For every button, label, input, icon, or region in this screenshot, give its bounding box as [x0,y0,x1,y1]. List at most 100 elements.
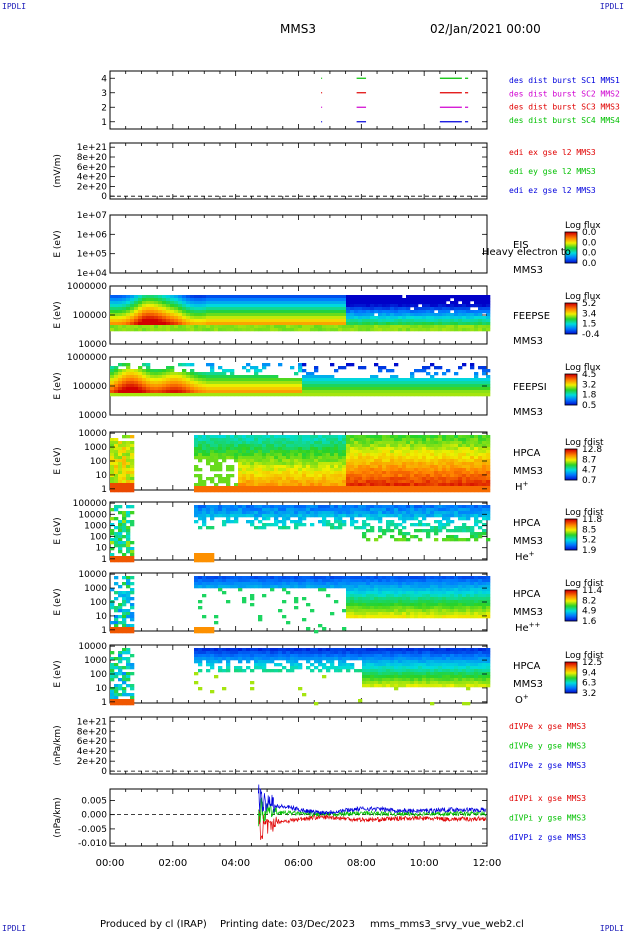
hpca-h-cell [406,453,411,457]
hpca-he-cell [446,517,451,521]
hpca-he-cell [470,532,475,536]
feepse-cell [178,322,183,326]
hpca-he2-cell [262,594,267,598]
hpca-h-cell [198,468,203,472]
hpca-he-cell [266,508,271,512]
feepsi-cell [214,384,219,388]
feepse-cell [274,295,279,299]
feepsi-cell [302,387,307,391]
feepse-cell [198,325,203,329]
hpca-h-cell [198,483,203,487]
hpca-h-cell [366,453,371,457]
hpca-he2-cell [242,585,247,589]
eis-colorbar-cell [565,236,577,238]
hpca-h-cell [294,447,299,451]
feepse-cell [478,316,483,320]
hpca-h-cell [258,441,263,445]
feepse-cell [166,304,171,308]
feepse-cell [374,295,379,299]
hpca-he-cell [194,556,199,560]
feepse-cell [482,304,487,308]
hpca-h-cell [258,489,263,493]
feepse-cell [214,322,219,326]
hpca-h-cell [358,468,363,472]
hpca-he2-cell [278,582,283,586]
feepse-cell [238,298,243,302]
feepsi-cell [258,387,263,391]
feepsi-cell [194,393,199,397]
feepse-cell [342,328,347,332]
hpca-he2-cell [118,615,123,619]
hpca-he-cell [246,520,251,524]
hpca-he-cell [474,517,479,521]
feepse-cell [218,301,223,305]
hpca-h-cell [334,444,339,448]
feepse-cell [210,310,215,314]
hpca-h-cell [258,435,263,439]
hpca-he2-cell [290,582,295,586]
hpca-h-cell [466,456,471,460]
feepse-cell [446,316,451,320]
hpca-h-cell [302,450,307,454]
feepsi-cell [438,393,443,397]
feepse-cell [358,295,363,299]
hpca-he2-cell [242,576,247,580]
hpca-he-cell [114,508,119,512]
feepse-cell [310,316,315,320]
hpca-h-cell [226,468,231,472]
hpca-h-cell [298,435,303,439]
feepsi-colorbar-title: Log flux [565,363,601,373]
hpca-h-cell [394,480,399,484]
hpca-he2-cell [302,579,307,583]
feepse-colorbar-cell [565,318,577,320]
feepse-cell [158,301,163,305]
hpca-h-cell [290,438,295,442]
feepse-cell [390,328,395,332]
feepsi-cell [382,366,387,370]
hpca-h-cell [126,486,131,490]
feepse-cell [302,319,307,323]
hpca-h-cell [210,486,215,490]
hpca-h-cell [114,486,119,490]
hpca-he-cell [198,514,203,518]
hpca-h-cell [358,459,363,463]
hpca-h-cell [298,486,303,490]
feepse-cell [246,322,251,326]
hpca-he-cell [114,559,119,563]
feepsi-cell [346,384,351,388]
hpca-h-cell [406,441,411,445]
feepse-cell [110,322,115,326]
feepse-cell [386,325,391,329]
feepsi-cell [158,375,163,379]
feepsi-cell [238,384,243,388]
hpca-h-cell [410,489,415,493]
feepse-cell [390,322,395,326]
hpca-he-cell [326,514,331,518]
feepsi-cell [198,381,203,385]
feepse-cell [206,295,211,299]
hpca-h-cell [366,474,371,478]
hpca-h-cell [238,441,243,445]
hpca-h-cell [422,435,427,439]
hpca-h-cell [486,477,491,481]
hpca-he-cell [126,520,131,524]
feepse-cell [246,316,251,320]
hpca-he2-cell [326,582,331,586]
feepsi-cell [210,369,215,373]
hpca-h-cell [386,471,391,475]
feepsi-cell [190,384,195,388]
feepse-cell [470,304,475,308]
feepse-cell [414,325,419,329]
hpca-he2-cell [114,624,119,628]
hpca-h-cell [202,444,207,448]
hpca-he-colorbar-cell [565,533,577,535]
hpca-h-cell [214,489,219,493]
hpca-h-cell [390,462,395,466]
feepse-cell [474,316,479,320]
hpca-h-cell [194,474,199,478]
hpca-he2-cell [346,588,351,592]
feepse-cell [166,307,171,311]
hpca-he-cell [210,526,215,530]
hpca-h-y-tick-label: 10 [96,471,108,481]
feepse-cell [486,319,491,323]
